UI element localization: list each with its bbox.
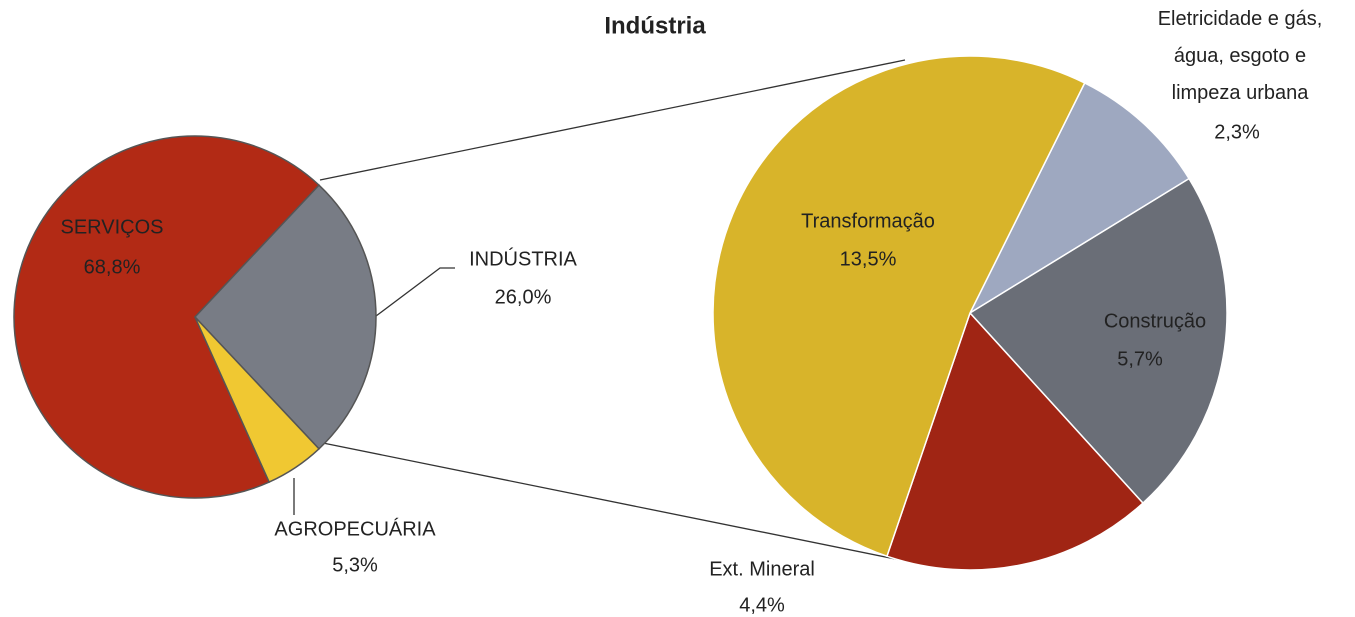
pie-slice (968, 81, 1191, 316)
value-label: 26,0% (495, 286, 552, 308)
value-label: 5,7% (1117, 348, 1163, 370)
value-label: 4,4% (739, 594, 785, 616)
value-label: 13,5% (840, 248, 897, 270)
pie-slice (712, 55, 1086, 558)
pie-slice (13, 135, 321, 499)
slice-label: INDÚSTRIA (469, 247, 577, 270)
slice-label: SERVIÇOS (61, 216, 164, 238)
slice-label: Ext. Mineral (709, 558, 815, 580)
slice-label: Construção (1104, 310, 1206, 332)
leader-line (375, 267, 455, 317)
slice-label: Eletricidade e gás, água, esgoto e limpe… (1157, 8, 1323, 104)
pie-slice (193, 184, 377, 450)
slice-label: AGROPECUÁRIA (274, 517, 436, 540)
slice-label-box: Eletricidade e gás, água, esgoto e limpe… (1157, 8, 1323, 104)
value-label: 68,8% (84, 256, 141, 278)
connector-line (317, 441, 926, 566)
pie-slice (885, 311, 1145, 571)
slice-label: Transformação (801, 210, 935, 232)
connector-line (319, 59, 906, 181)
value-label: 5,3% (332, 554, 378, 576)
value-label: 2,3% (1214, 121, 1260, 143)
chart-title: Indústria (604, 12, 706, 39)
pie-slice (968, 177, 1228, 505)
pie-slice (194, 316, 321, 484)
